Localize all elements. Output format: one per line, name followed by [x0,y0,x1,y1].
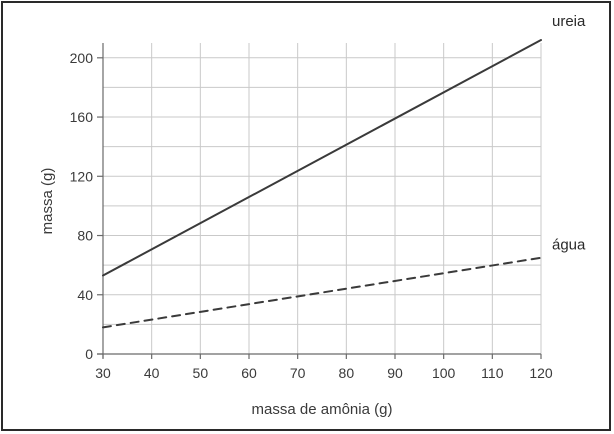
x-tick-label: 60 [241,365,257,381]
x-tick-label: 70 [290,365,306,381]
x-tick-label: 40 [144,365,160,381]
series-line-agua [102,256,542,329]
y-tick-label: 160 [70,109,94,125]
x-axis-title: massa de amônia (g) [252,401,393,418]
series-line-ureia [102,39,542,277]
x-tick-label: 50 [193,365,209,381]
y-tick-label: 80 [77,228,93,244]
tick-labels: 0 40 80 120 160 200 30 40 50 60 70 80 90 100 110 120 [70,50,553,381]
x-tick-label: 90 [387,365,403,381]
y-tick-label: 40 [77,287,93,303]
y-tick-label: 120 [70,168,94,184]
y-tick-label: 0 [85,346,93,362]
series [102,39,542,329]
series-labels: ureia água [552,13,586,254]
y-tick-label: 200 [70,50,94,66]
x-tick-label: 110 [481,365,504,381]
axes [97,43,541,358]
y-axis-title: massa (g) [39,168,56,235]
grid [102,43,542,355]
x-tick-label: 100 [432,365,456,381]
x-tick-label: 80 [339,365,355,381]
series-label-agua: água [552,237,586,254]
x-tick-label: 120 [529,365,553,381]
series-label-ureia: ureia [552,13,586,30]
x-tick-label: 30 [95,365,111,381]
